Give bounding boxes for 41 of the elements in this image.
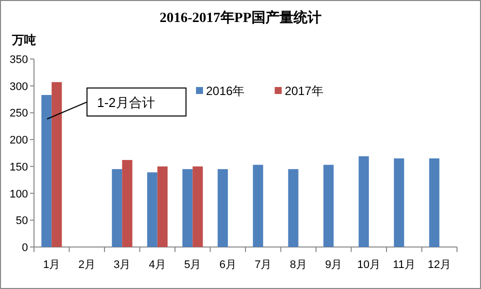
legend-label: 2017年 [284, 84, 324, 98]
x-tick-label: 4月 [148, 259, 166, 271]
callout: 1-2月合计 [46, 88, 186, 120]
y-axis-title: 万吨 [11, 33, 36, 47]
bar [192, 166, 203, 247]
x-tick-label: 8月 [290, 259, 307, 271]
legend-label: 2016年 [206, 84, 245, 98]
x-tick-label: 1月 [43, 259, 60, 271]
x-tick-label: 6月 [219, 259, 236, 271]
y-tick-label: 50 [16, 215, 28, 228]
bar [394, 158, 404, 247]
bar [112, 169, 122, 247]
annotation: 1-2月合计 [97, 95, 155, 110]
bar [157, 166, 168, 247]
bar [323, 164, 334, 247]
y-tick-label: 100 [10, 188, 28, 200]
x-tick-label: 11月 [392, 259, 416, 271]
bar [147, 172, 158, 247]
y-tick-label: 200 [10, 134, 28, 147]
y-tick-label: 250 [10, 108, 28, 120]
y-tick-label: 350 [10, 54, 28, 66]
x-tick-label: 12月 [428, 259, 451, 271]
bar [358, 156, 369, 247]
x-tick-label: 3月 [114, 259, 131, 271]
x-tick-label: 9月 [325, 259, 342, 271]
bar [52, 82, 62, 247]
x-tick-label: 10月 [357, 259, 380, 271]
x-tick-label: 2月 [78, 259, 96, 271]
y-tick-label: 150 [10, 161, 28, 174]
y-tick-label: 0 [22, 242, 28, 254]
y-tick-label: 300 [10, 80, 28, 93]
bar [252, 164, 264, 247]
x-tick-label: 7月 [254, 259, 272, 271]
bar [41, 94, 52, 247]
bar [218, 169, 228, 247]
bar [288, 169, 298, 247]
chart-title: 2016-2017年PP国产量统计 [160, 9, 322, 26]
x-tick-label: 5月 [184, 259, 202, 271]
bar [122, 160, 132, 247]
bar [429, 158, 440, 247]
bar [182, 169, 193, 247]
